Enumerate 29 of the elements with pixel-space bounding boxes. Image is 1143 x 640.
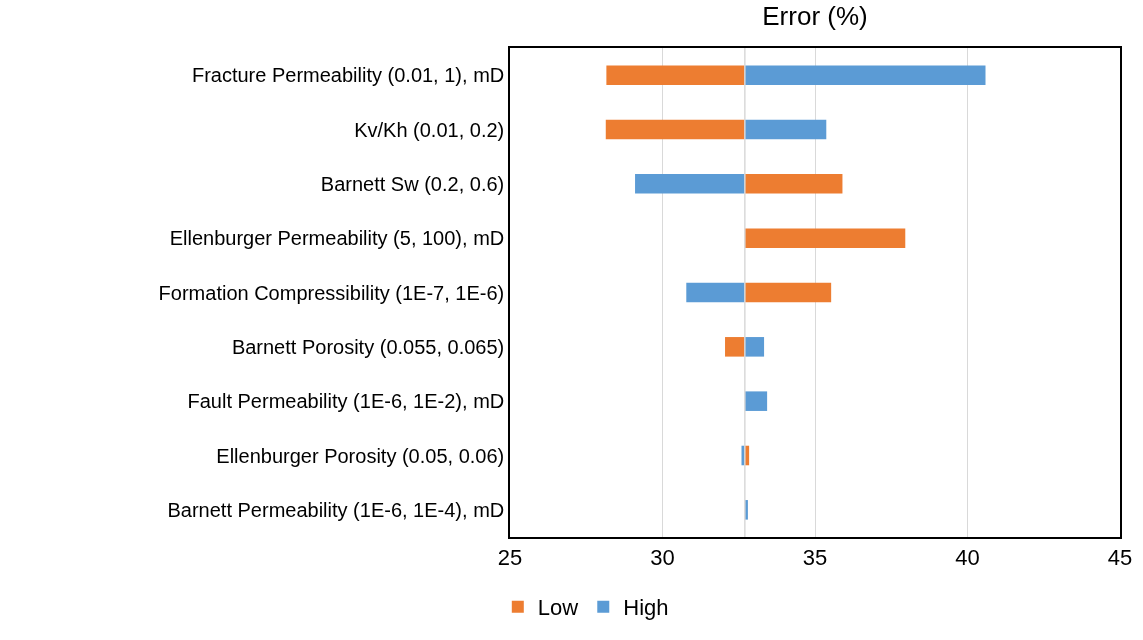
y-tick-label: Ellenburger Permeability (5, 100), mD	[169, 227, 505, 250]
y-tick-label: Fault Permeability (1E-6, 1E-2), mD	[187, 390, 505, 413]
bar	[725, 337, 745, 357]
y-tick-label: Kv/Kh (0.01, 0.2)	[354, 118, 505, 141]
bar	[686, 282, 745, 303]
bar	[744, 337, 765, 357]
y-tick-label: Fracture Permeability (0.01, 1), mD	[191, 64, 505, 87]
bar	[744, 119, 827, 140]
x-tick-label: 25	[497, 545, 523, 571]
y-tick-label: Barnett Porosity (0.055, 0.065)	[231, 335, 505, 358]
x-tick-label: 40	[955, 545, 980, 571]
y-tick-label: Ellenburger Porosity (0.05, 0.06)	[216, 444, 505, 467]
bar	[744, 228, 906, 248]
x-tick-label: 45	[1107, 545, 1133, 571]
bar	[606, 65, 745, 85]
x-tick-label: 30	[650, 545, 675, 571]
legend-label: High	[623, 595, 669, 621]
bar	[744, 282, 832, 303]
bar	[744, 174, 843, 194]
bar	[635, 174, 745, 194]
x-tick-label: 35	[802, 545, 828, 571]
bar	[744, 391, 768, 411]
bar	[744, 65, 986, 85]
y-tick-label: Barnett Permeability (1E-6, 1E-4), mD	[167, 498, 505, 521]
bar	[605, 119, 745, 140]
y-tick-label: Barnett Sw (0.2, 0.6)	[320, 172, 505, 195]
y-tick-label: Formation Compressibility (1E-7, 1E-6)	[158, 281, 505, 304]
legend-label: Low	[537, 595, 579, 621]
chart-title: Error (%)	[762, 0, 868, 31]
